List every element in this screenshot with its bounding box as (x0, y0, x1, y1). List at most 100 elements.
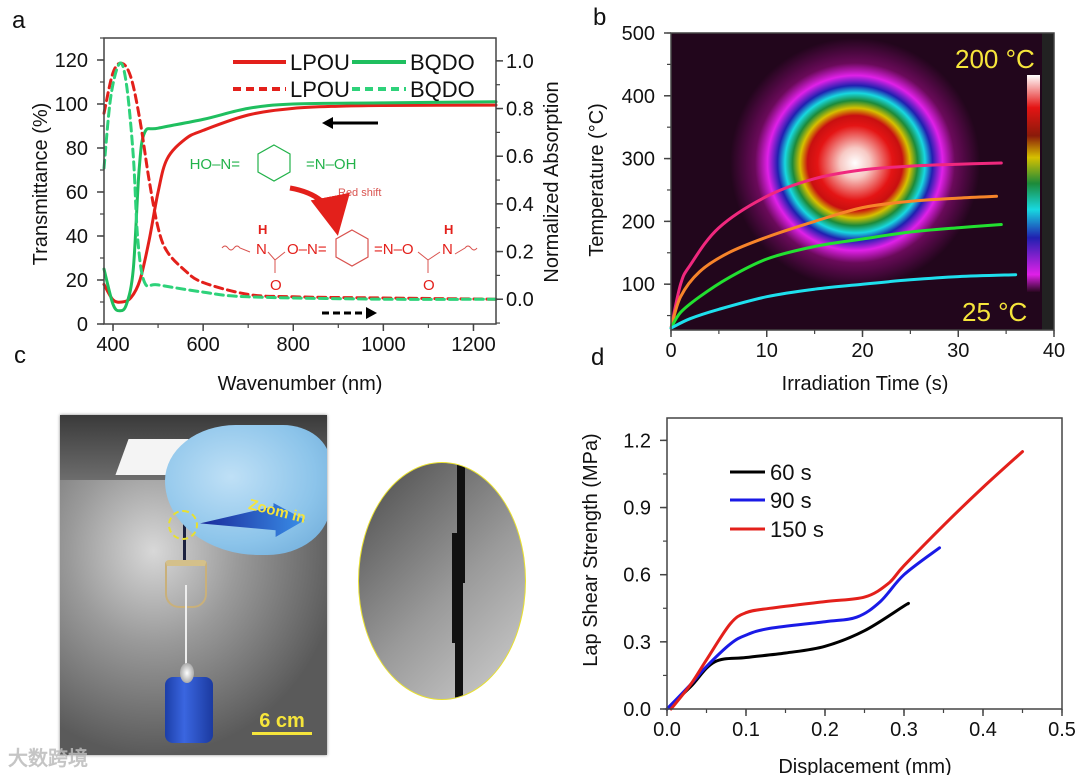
a-series-lpou-solid (102, 103, 498, 304)
oxime-left: O–N= (287, 241, 327, 258)
a-y2-tick-label: 0.8 (506, 99, 534, 121)
d-x-tick-label: 0.1 (732, 719, 760, 741)
a-y2-tick-label: 1.0 (506, 51, 534, 73)
bond (274, 251, 286, 261)
legend-label-bqdo-solid: BQDO (410, 50, 475, 75)
left-axis-arrow-icon (322, 117, 378, 129)
a-series-bqdo-dashed (102, 61, 498, 301)
d-x-tick-label: 0.0 (653, 719, 681, 741)
legend-label-lpou-solid: LPOU (290, 50, 350, 75)
strip-upper (457, 463, 465, 583)
red-shift-label: Red shift (338, 187, 381, 199)
d-y-axis-title: Lap Shear Strength (MPa) (580, 433, 602, 666)
d-series-90-s (665, 546, 941, 711)
legend-label-lpou-dashed: LPOU (290, 77, 350, 102)
right-axis-arrow-icon (322, 307, 377, 319)
a-x-tick-label: 1000 (361, 334, 406, 356)
strip-lower (455, 573, 463, 699)
bond (417, 251, 429, 261)
weight-knob (180, 663, 194, 683)
b-x-axis-title: Irradiation Time (s) (782, 373, 949, 395)
colorbar-max-label: 200 °C (955, 44, 1035, 74)
b-x-tick-label: 10 (756, 340, 778, 362)
d-x-tick-label: 0.4 (969, 719, 997, 741)
a-x-axis-title: Wavenumber (nm) (218, 373, 383, 395)
bqdo-structure: HO–N= =N–OH (190, 144, 356, 182)
b-series-green (669, 223, 1003, 330)
d-y-tick-label: 0.3 (623, 632, 651, 654)
bqdo-left-group: HO–N= (190, 156, 241, 173)
bqdo-right-group: =N–OH (306, 156, 356, 173)
bqdo-ring (257, 144, 291, 182)
d-x-tick-label: 0.5 (1048, 719, 1076, 741)
d-x-tick-label: 0.3 (890, 719, 918, 741)
a-y-tick-label: 60 (66, 182, 88, 204)
b-series-cyan (669, 273, 1018, 330)
scale-bar: 6 cm (252, 710, 312, 735)
d-series-60-s (665, 601, 910, 711)
d-y-tick-label: 0.0 (623, 699, 651, 721)
weight (165, 677, 213, 743)
nh-h-right: H (444, 222, 453, 237)
a-series-bqdo-solid (102, 100, 498, 313)
d-series-150-s (669, 450, 1024, 711)
bond (427, 251, 441, 261)
a-x-tick-label: 1200 (451, 334, 496, 356)
b-series-pink (669, 161, 1003, 330)
a-y-tick-label: 100 (55, 94, 88, 116)
d-y-tick-label: 0.6 (623, 565, 651, 587)
b-y-tick-label: 200 (622, 211, 655, 233)
b-x-tick-label: 30 (947, 340, 969, 362)
polymer-chain-left (221, 245, 251, 253)
panel-letter-c: c (14, 342, 26, 369)
a-x-tick-label: 400 (96, 334, 129, 356)
a-y-tick-label: 120 (55, 50, 88, 72)
thermal-image-edge (1042, 33, 1054, 330)
nh-n-right: N (442, 241, 453, 258)
b-y-tick-label: 300 (622, 149, 655, 171)
oxime-right: =N–O (374, 241, 414, 258)
a-y2-tick-label: 0.4 (506, 194, 534, 216)
a-series-lpou-dashed (102, 61, 498, 301)
d-y-tick-label: 1.2 (623, 430, 651, 452)
panel-letter-b: b (593, 4, 606, 31)
b-y-tick-label: 100 (622, 274, 655, 296)
a-y-tick-label: 0 (77, 314, 88, 336)
legend-label-150s: 150 s (770, 517, 824, 542)
a-y2-tick-label: 0.6 (506, 146, 534, 168)
thermal-hotspot (671, 33, 1054, 330)
b-x-tick-label: 0 (665, 340, 676, 362)
panel-letter-d: d (591, 344, 604, 371)
polymer-chain-right (454, 245, 478, 255)
legend-label-90s: 90 s (770, 488, 812, 513)
zoom-region-circle (168, 510, 198, 540)
a-y-axis-title: Transmittance (%) (30, 103, 52, 266)
d-x-axis-title: Displacement (mm) (778, 756, 951, 775)
photo-lap-shear-weight: Zoom in 6 cm (60, 415, 327, 755)
a-plot-frame (103, 37, 497, 325)
d-plot-frame (666, 417, 1063, 710)
carbonyl-o-left: O (270, 277, 282, 294)
lpou-ring (335, 229, 369, 267)
b-series-orange (669, 194, 998, 330)
zoomed-joint-view (358, 462, 526, 700)
legend-label-bqdo-dashed: BQDO (410, 77, 475, 102)
panel-letter-a: a (12, 7, 26, 34)
a-y-tick-label: 80 (66, 138, 88, 160)
a-y-tick-label: 40 (66, 226, 88, 248)
a-y2-axis-title: Normalized Absorption (541, 81, 563, 282)
b-x-tick-label: 20 (851, 340, 873, 362)
bond (267, 251, 276, 261)
a-y2-tick-label: 0.2 (506, 242, 534, 264)
a-x-tick-label: 800 (277, 334, 310, 356)
nh-n-left: N (256, 241, 267, 258)
nh-h-left: H (258, 222, 267, 237)
colorbar-min-label: 25 °C (962, 297, 1027, 327)
d-x-tick-label: 0.2 (811, 719, 839, 741)
carbonyl-o-right: O (423, 277, 435, 294)
thread (185, 585, 187, 735)
b-x-tick-label: 40 (1043, 340, 1065, 362)
d-y-tick-label: 0.9 (623, 498, 651, 520)
watermark: 大数跨境 (8, 748, 88, 770)
